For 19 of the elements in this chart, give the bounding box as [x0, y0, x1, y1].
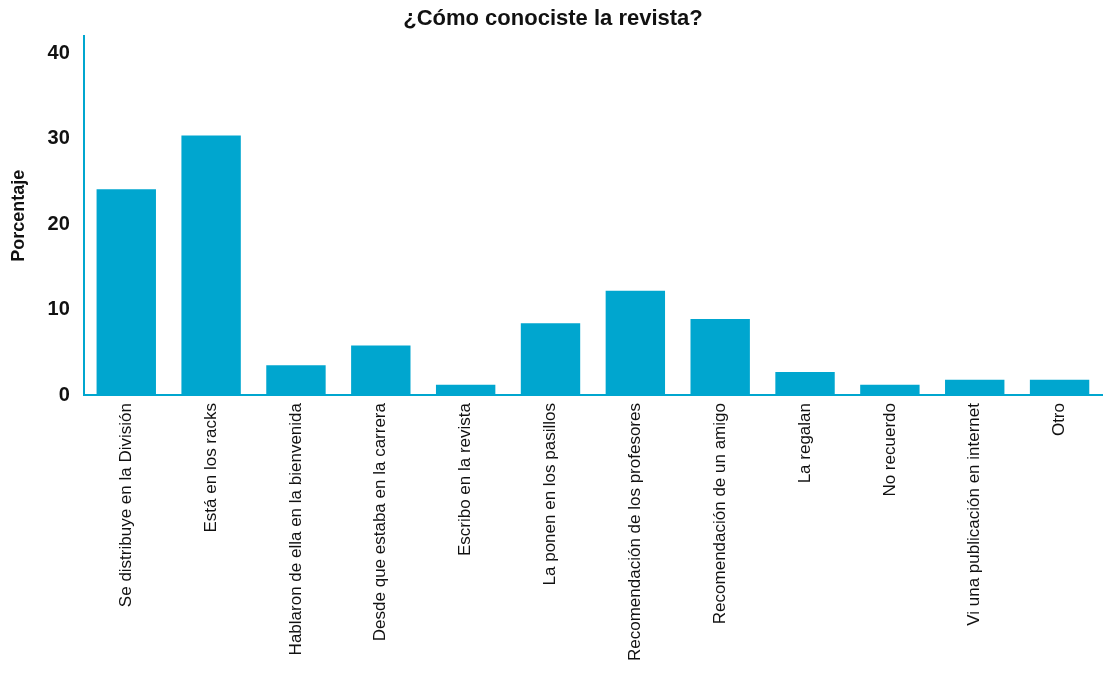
y-tick-label: 0	[58, 382, 70, 405]
x-tick-label: Se distribuye en la División	[115, 403, 135, 608]
y-tick-label: 10	[47, 297, 70, 320]
x-tick-label: Vi una publicación en internet	[964, 402, 984, 626]
x-tick-label: Hablaron de ella en la bienvenida	[285, 402, 305, 656]
x-tick-label: La regalan	[794, 403, 814, 484]
x-tick-label: La ponen en los pasillos	[540, 403, 560, 586]
x-tick-label: Recomendación de un amigo	[709, 403, 729, 625]
x-tick-label: Está en los racks	[200, 403, 220, 533]
y-tick-label: 30	[47, 126, 70, 149]
chart-title: ¿Cómo conociste la revista?	[403, 5, 703, 31]
x-tick-label: Escribo en la revista	[455, 402, 475, 557]
x-tick-label: Otro	[1049, 403, 1069, 437]
y-tick-label: 20	[47, 211, 70, 234]
x-tick-label: Desde que estaba en la carrera	[370, 402, 390, 642]
x-tick-label: Recomendación de los profesores	[625, 403, 645, 661]
y-axis-title: Porcentaje	[7, 169, 28, 262]
x-tick-label: No recuerdo	[879, 403, 899, 497]
y-tick-label: 40	[47, 40, 70, 63]
